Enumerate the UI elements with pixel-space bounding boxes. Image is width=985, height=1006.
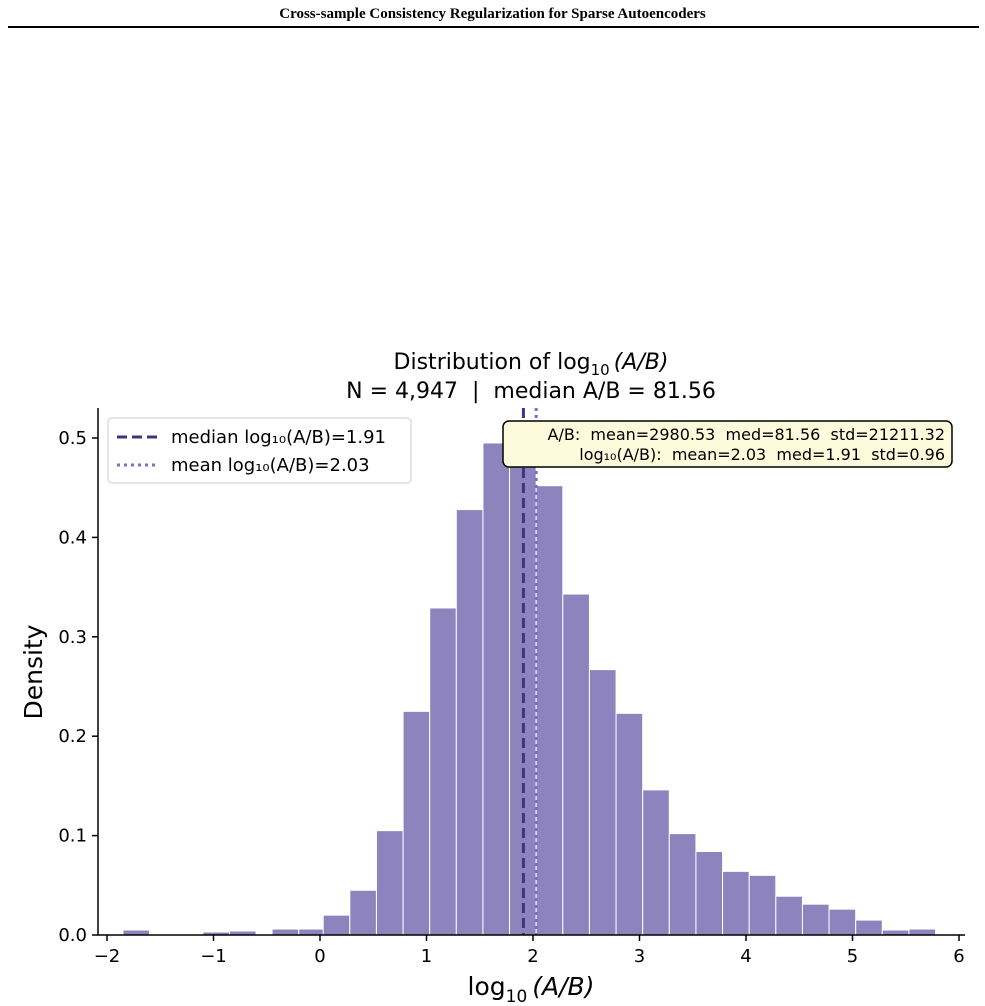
histogram-bar: [298, 928, 326, 936]
histogram-bar: [642, 789, 670, 936]
x-axis-label: log10 (A/B): [468, 972, 595, 1006]
x-tick-label: −1: [200, 946, 227, 967]
legend-mean-label: mean log₁₀(A/B)=2.03: [171, 455, 370, 476]
xlabel-log-subscript: 10: [506, 987, 528, 1006]
stats-box-background: [502, 420, 953, 468]
histogram-bar: [748, 874, 777, 936]
stats-box: A/B: mean=2980.53 med=81.56 std=21211.32…: [502, 420, 953, 468]
histogram-bar: [668, 833, 697, 936]
legend: median log₁₀(A/B)=1.91 mean log₁₀(A/B)=2…: [107, 417, 412, 484]
y-tick-label: 0.1: [58, 826, 87, 847]
histogram-bar: [855, 919, 883, 936]
y-tick-label: 0.5: [58, 428, 87, 449]
histogram-bar: [429, 607, 457, 936]
histogram-bar: [615, 712, 644, 936]
header-rule: [8, 26, 979, 28]
y-tick-label: 0.4: [58, 527, 87, 548]
y-axis-ticks: 0.0 0.1 0.2 0.3 0.4 0.5: [58, 428, 98, 946]
y-tick-label: 0.0: [58, 925, 87, 946]
histogram-bar: [535, 485, 564, 936]
x-tick-label: −2: [94, 946, 121, 967]
histogram-bar: [775, 895, 803, 936]
x-tick-label: 1: [421, 946, 432, 967]
histogram-bar: [349, 889, 377, 936]
stats-line-log: log₁₀(A/B): mean=2.03 med=1.91 std=0.96: [579, 445, 945, 464]
chart-title-line1: Distribution of log10 (A/B): [394, 350, 669, 379]
legend-frame: [107, 417, 412, 484]
histogram-bar: [908, 928, 937, 936]
x-tick-label: 5: [847, 946, 858, 967]
histogram-bar: [722, 870, 750, 936]
x-tick-label: 3: [634, 946, 645, 967]
histogram-bar: [562, 593, 590, 936]
x-tick-label: 2: [527, 946, 538, 967]
y-tick-label: 0.2: [58, 726, 87, 747]
y-tick-label: 0.3: [58, 627, 87, 648]
x-axis-ticks: −2 −1 0 1 2 3 4 5 6: [94, 935, 965, 967]
y-axis-label: Density: [19, 624, 48, 719]
histogram-bar: [455, 509, 484, 936]
histogram-bar: [828, 908, 857, 936]
x-tick-label: 0: [314, 946, 325, 967]
running-header: Cross-sample Consistency Regularization …: [279, 6, 706, 22]
legend-median-label: median log₁₀(A/B)=1.91: [171, 427, 386, 448]
histogram-bar: [375, 830, 404, 936]
histogram-bars: [122, 442, 937, 936]
histogram-bar: [322, 914, 351, 936]
histogram-bar: [588, 669, 617, 936]
title-log-subscript: 10: [591, 361, 610, 379]
x-tick-label: 6: [953, 946, 964, 967]
histogram-bar: [402, 710, 431, 936]
histogram-bar: [271, 928, 300, 936]
chart-title-line2: N = 4,947 | median A/B = 81.56: [346, 379, 716, 404]
title-variable: (A/B): [614, 350, 669, 375]
xlabel-variable: (A/B): [532, 972, 594, 1001]
x-tick-label: 4: [740, 946, 751, 967]
histogram-bar: [801, 903, 830, 936]
histogram-bar: [482, 442, 511, 936]
xlabel-log-text: log: [468, 972, 506, 1001]
histogram-bar: [695, 851, 724, 936]
title-log-text: Distribution of log: [394, 350, 591, 375]
stats-line-ratio: A/B: mean=2980.53 med=81.56 std=21211.32: [548, 425, 945, 444]
